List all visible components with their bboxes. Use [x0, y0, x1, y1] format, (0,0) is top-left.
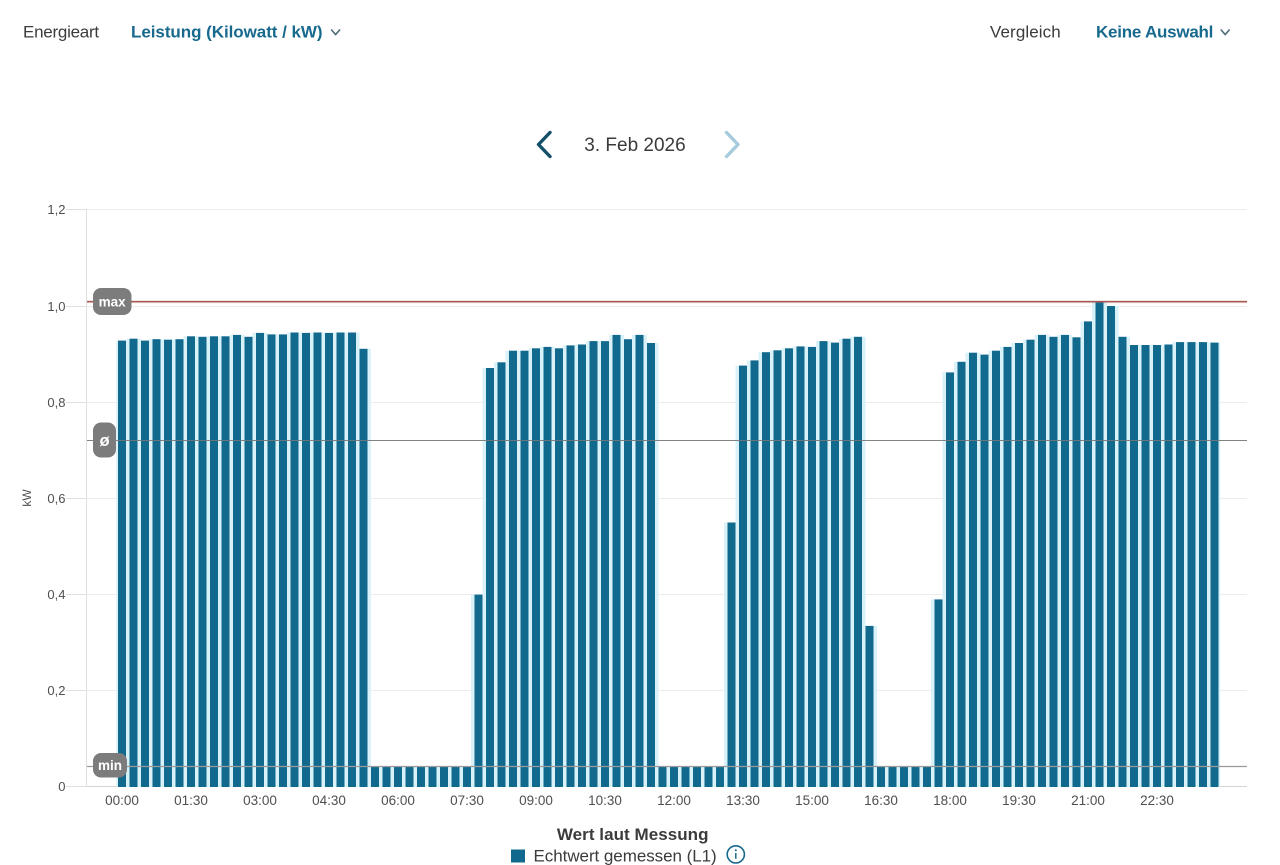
svg-text:09:00: 09:00 [519, 793, 553, 808]
svg-text:03:00: 03:00 [243, 793, 277, 808]
svg-text:Wert laut Messung: Wert laut Messung [557, 825, 709, 844]
svg-text:Echtwert gemessen (L1): Echtwert gemessen (L1) [534, 847, 717, 865]
svg-text:19:30: 19:30 [1002, 793, 1036, 808]
svg-text:Leistung (Kilowatt / kW): Leistung (Kilowatt / kW) [131, 23, 322, 42]
svg-text:12:00: 12:00 [657, 793, 691, 808]
svg-text:0: 0 [58, 779, 65, 794]
svg-text:0,2: 0,2 [47, 683, 65, 698]
svg-text:Keine Auswahl: Keine Auswahl [1096, 23, 1213, 42]
svg-text:13:30: 13:30 [726, 793, 760, 808]
svg-text:3. Feb 2026: 3. Feb 2026 [584, 135, 685, 156]
svg-text:01:30: 01:30 [174, 793, 208, 808]
svg-text:07:30: 07:30 [450, 793, 484, 808]
svg-text:16:30: 16:30 [864, 793, 898, 808]
svg-text:15:00: 15:00 [795, 793, 829, 808]
svg-text:04:30: 04:30 [312, 793, 346, 808]
svg-text:06:00: 06:00 [381, 793, 415, 808]
svg-text:00:00: 00:00 [105, 793, 139, 808]
svg-text:ø: ø [99, 432, 109, 450]
svg-text:max: max [99, 295, 127, 310]
svg-text:18:00: 18:00 [933, 793, 967, 808]
svg-text:Energieart: Energieart [23, 23, 99, 42]
svg-text:min: min [98, 758, 122, 773]
svg-text:0,6: 0,6 [47, 491, 65, 506]
svg-text:Vergleich: Vergleich [990, 23, 1061, 42]
svg-text:22:30: 22:30 [1140, 793, 1174, 808]
svg-text:1,0: 1,0 [47, 299, 65, 314]
svg-text:21:00: 21:00 [1071, 793, 1105, 808]
svg-text:0,4: 0,4 [47, 587, 65, 602]
svg-text:1,2: 1,2 [47, 202, 65, 217]
svg-text:0,8: 0,8 [47, 395, 65, 410]
svg-text:kW: kW [20, 489, 34, 507]
svg-text:10:30: 10:30 [588, 793, 622, 808]
